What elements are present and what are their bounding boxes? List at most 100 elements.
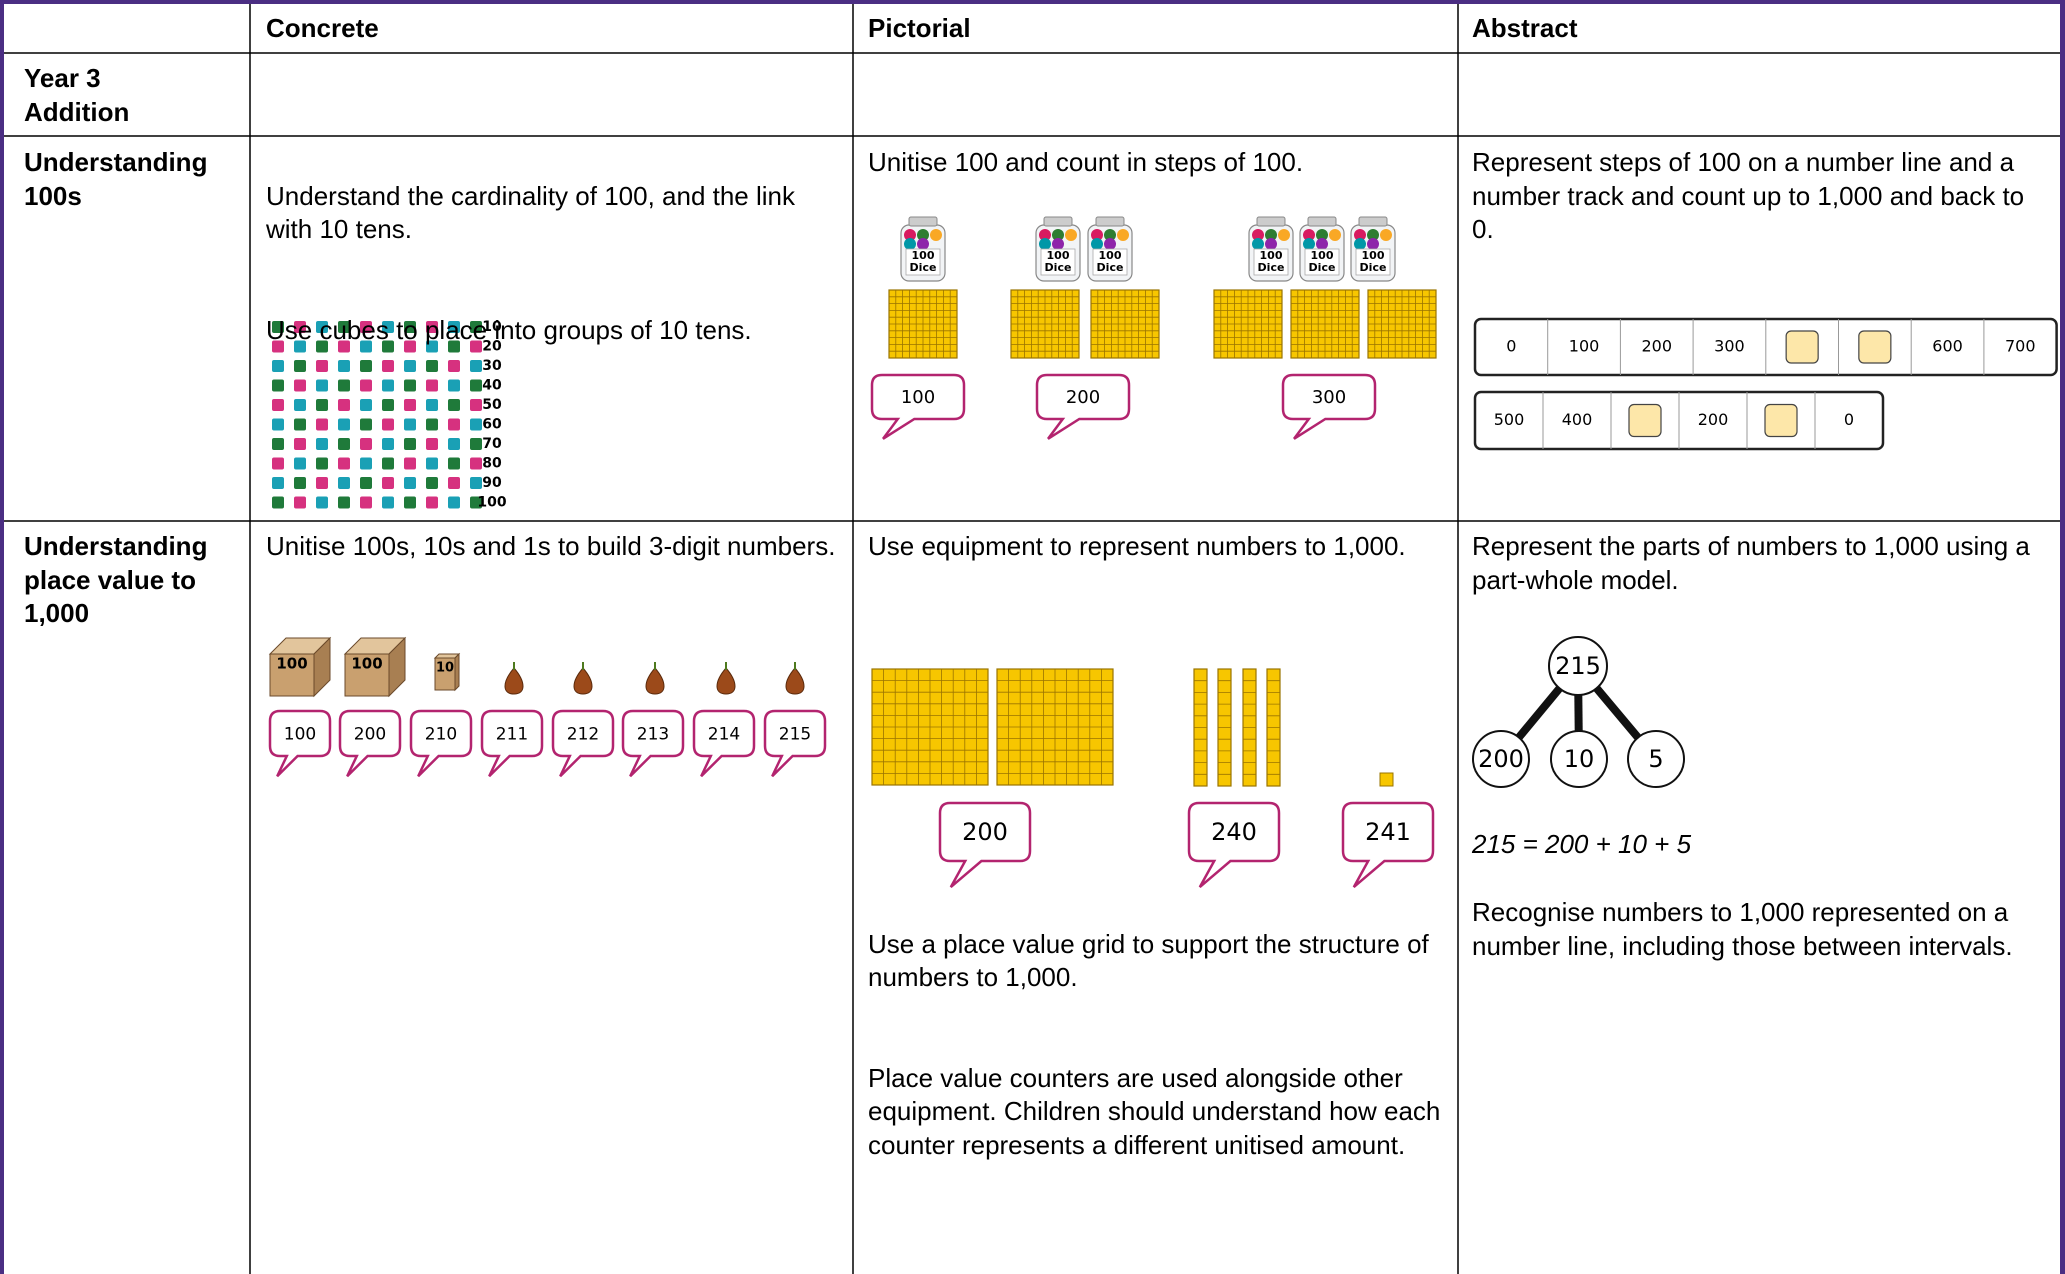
cube bbox=[448, 457, 460, 470]
cell-text: Unitise 100s, 10s and 1s to build 3-digi… bbox=[266, 531, 836, 561]
jar-label: Dice bbox=[910, 261, 937, 274]
part-circle bbox=[1472, 730, 1530, 788]
dice-blob bbox=[1278, 229, 1290, 241]
cube bbox=[360, 360, 372, 372]
cube bbox=[448, 399, 460, 411]
cube-label: 90 bbox=[482, 475, 502, 491]
track-number: 0 bbox=[1844, 410, 1854, 429]
cube bbox=[426, 496, 438, 509]
paragraph: Use cubes to place into groups of 10 ten… bbox=[266, 314, 752, 345]
cube bbox=[338, 438, 350, 450]
cube bbox=[272, 418, 284, 431]
jar-label: Dice bbox=[1258, 261, 1285, 274]
jar-label-bg bbox=[905, 248, 941, 276]
dice-blob bbox=[1316, 229, 1328, 241]
cube bbox=[272, 438, 284, 450]
cube bbox=[382, 477, 394, 489]
bubble-label: 200 bbox=[962, 818, 1008, 846]
track-number: 200 bbox=[1641, 337, 1672, 356]
dice-blob bbox=[1104, 229, 1116, 241]
paragraph: Place value counters are used alongside … bbox=[868, 1062, 1441, 1160]
part-label: 10 bbox=[1564, 745, 1595, 773]
hundred-grid bbox=[1368, 290, 1436, 358]
speech-bubble bbox=[938, 801, 1032, 889]
speech-bubble bbox=[268, 709, 332, 778]
cube bbox=[382, 438, 394, 450]
track-number: 500 bbox=[1494, 410, 1525, 429]
cube bbox=[404, 457, 416, 470]
cube bbox=[272, 399, 284, 411]
dice-blob bbox=[930, 229, 942, 241]
cube bbox=[470, 418, 482, 431]
jar-label-bg bbox=[1355, 248, 1391, 276]
cube-label: 30 bbox=[482, 358, 502, 374]
dice-blob bbox=[917, 238, 929, 250]
cube bbox=[272, 340, 284, 353]
part-label: 5 bbox=[1648, 745, 1663, 773]
dice-blob bbox=[1354, 229, 1366, 241]
blank-box bbox=[1858, 330, 1892, 364]
cell-text: Represent the parts of numbers to 1,000 … bbox=[1472, 531, 2030, 595]
dice-blob bbox=[1303, 229, 1315, 241]
dice-blob bbox=[917, 229, 929, 241]
cube bbox=[426, 457, 438, 470]
bubble-label: 210 bbox=[425, 725, 457, 745]
cube bbox=[382, 496, 394, 509]
cube bbox=[426, 477, 438, 489]
cube bbox=[360, 496, 372, 509]
track-number: 100 bbox=[1569, 337, 1600, 356]
cube-label: 70 bbox=[482, 436, 502, 452]
cube bbox=[272, 379, 284, 392]
jar-lid bbox=[1043, 216, 1073, 227]
bubble-label: 213 bbox=[637, 725, 669, 745]
cube bbox=[404, 321, 416, 333]
dice-blob bbox=[1329, 229, 1341, 241]
box-front bbox=[434, 657, 456, 691]
cube bbox=[448, 438, 460, 450]
cube bbox=[316, 379, 328, 392]
cube bbox=[470, 379, 482, 392]
hundred-grid bbox=[1011, 290, 1079, 358]
speech-bubble bbox=[1035, 373, 1131, 440]
jar-lid bbox=[1358, 216, 1388, 227]
speech-bubble bbox=[480, 709, 544, 778]
speech-bubble bbox=[338, 709, 402, 778]
row-label: Year 3 Addition bbox=[24, 63, 130, 127]
bubble-label: 211 bbox=[496, 725, 528, 745]
dice-blob bbox=[1265, 238, 1277, 250]
cube bbox=[426, 399, 438, 411]
dice-blob bbox=[1367, 238, 1379, 250]
cube-label: 50 bbox=[482, 397, 502, 413]
cube bbox=[448, 496, 460, 509]
header-cell: Concrete bbox=[266, 13, 379, 43]
dice-blob bbox=[1117, 229, 1129, 241]
speech-bubble bbox=[621, 709, 685, 778]
cube bbox=[272, 321, 284, 333]
rod-grid bbox=[1267, 680, 1280, 775]
cube bbox=[294, 418, 306, 431]
whole-label: 215 bbox=[1555, 652, 1601, 680]
cube bbox=[360, 379, 372, 392]
rod-grid bbox=[1194, 680, 1207, 775]
cube bbox=[404, 340, 416, 353]
bubble-label: 240 bbox=[1211, 818, 1257, 846]
dice-blob bbox=[904, 229, 916, 241]
dice-blob bbox=[1303, 238, 1315, 250]
cube bbox=[360, 438, 372, 450]
cube bbox=[382, 360, 394, 372]
cell-text: Understand the cardinality of 100, and t… bbox=[266, 146, 844, 414]
cube-label: 40 bbox=[482, 378, 502, 394]
cube-label: 60 bbox=[482, 417, 502, 433]
cube bbox=[338, 477, 350, 489]
track-number: 300 bbox=[1714, 337, 1745, 356]
onion bbox=[785, 667, 805, 695]
cube bbox=[338, 457, 350, 470]
onion bbox=[504, 667, 524, 695]
cube bbox=[316, 496, 328, 509]
box-front bbox=[344, 653, 390, 697]
cube bbox=[470, 399, 482, 411]
dice-blob bbox=[1052, 229, 1064, 241]
cube-label: 80 bbox=[482, 456, 502, 472]
hundred-grid bbox=[1214, 290, 1282, 358]
